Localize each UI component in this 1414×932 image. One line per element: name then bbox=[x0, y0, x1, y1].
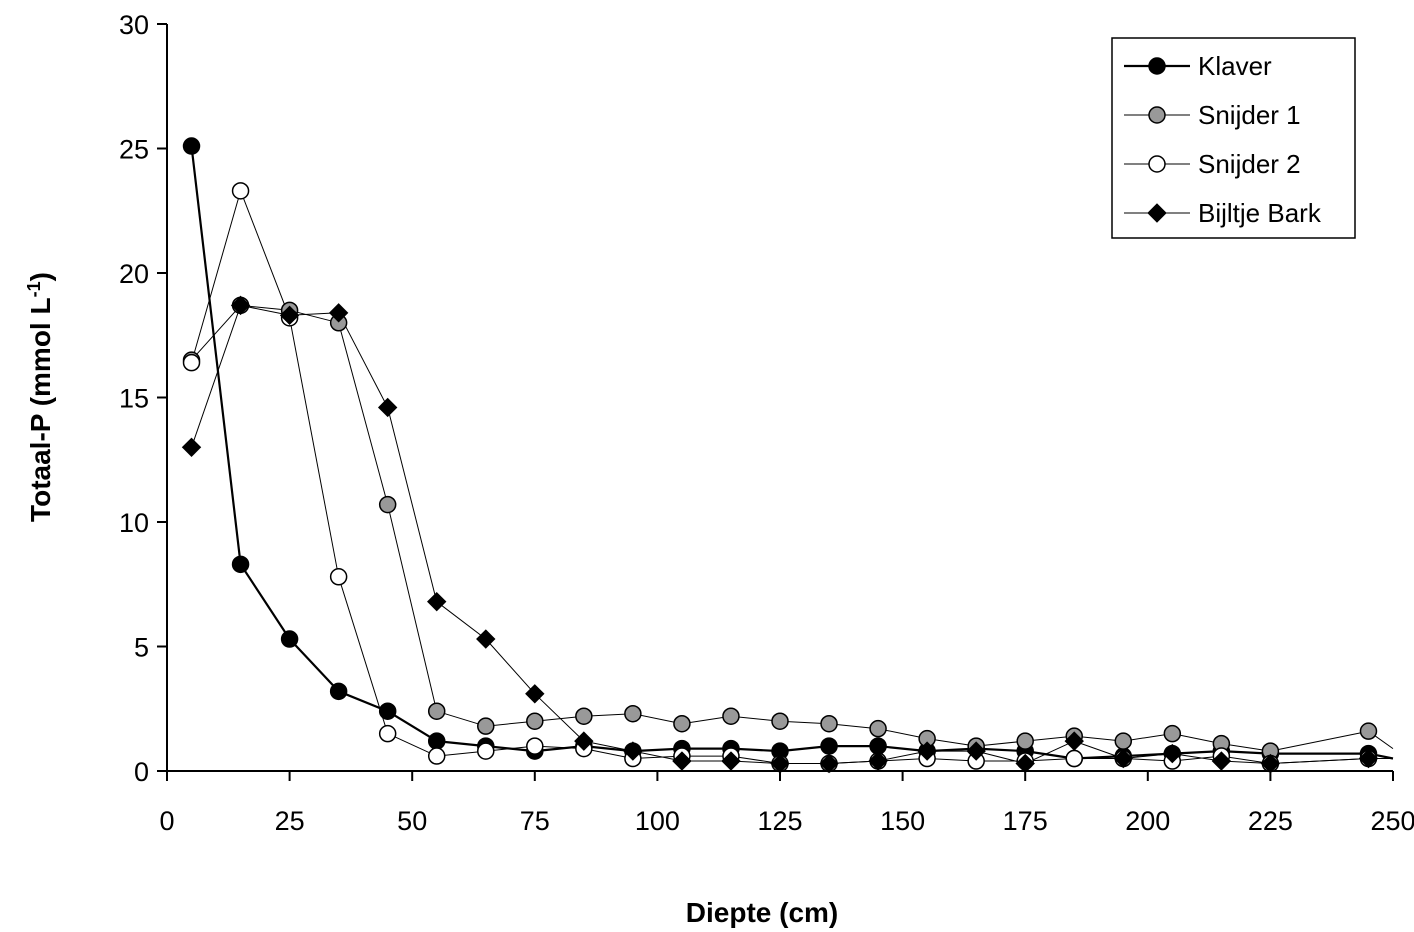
y-axis-title-main: Totaal-P (mmol L bbox=[25, 297, 56, 522]
y-tick-label: 25 bbox=[119, 135, 149, 165]
data-point-klaver bbox=[378, 702, 397, 720]
data-point-klaver bbox=[231, 555, 250, 574]
data-point-snijder-1 bbox=[869, 719, 887, 738]
y-tick-label: 15 bbox=[119, 384, 149, 414]
data-point-klaver bbox=[820, 737, 838, 755]
data-point-bijltje-bark bbox=[623, 741, 643, 761]
y-axis-title-sup: -1 bbox=[24, 281, 44, 297]
data-point-bijltje-bark bbox=[328, 303, 349, 323]
legend-label-bijltje-bark: Bijltje Bark bbox=[1198, 198, 1322, 228]
data-point-bijltje-bark bbox=[672, 751, 692, 771]
series-line-snijder-2 bbox=[191, 190, 1393, 764]
legend-marker-snijder-2 bbox=[1148, 155, 1166, 173]
ticks: 0 5 10 15 20 25 30 0 25 50 75 100 125 150 175 200 225 250 bbox=[119, 10, 1414, 836]
data-point-bijltje-bark bbox=[1162, 743, 1183, 764]
x-tick-label: 150 bbox=[880, 806, 925, 836]
legend-label-snijder-2: Snijder 2 bbox=[1198, 149, 1301, 179]
x-tick-label: 75 bbox=[520, 806, 550, 836]
data-point-bijltje-bark bbox=[721, 751, 741, 771]
data-point-bijltje-bark bbox=[1064, 731, 1084, 751]
x-tick-label: 25 bbox=[275, 806, 305, 836]
x-tick-label: 125 bbox=[757, 806, 802, 836]
data-point-bijltje-bark bbox=[1260, 753, 1281, 774]
data-point-klaver bbox=[182, 137, 201, 155]
x-tick-label: 0 bbox=[159, 806, 174, 836]
legend-marker-klaver bbox=[1148, 57, 1166, 75]
x-tick-label: 100 bbox=[635, 806, 680, 836]
y-tick-label: 10 bbox=[119, 508, 149, 538]
data-point-bijltje-bark bbox=[917, 741, 937, 761]
data-point-bijltje-bark bbox=[770, 753, 790, 774]
data-point-snijder-2 bbox=[329, 568, 348, 586]
data-point-bijltje-bark bbox=[525, 684, 545, 704]
x-tick-label: 250 bbox=[1370, 806, 1414, 836]
data-point-bijltje-bark bbox=[279, 305, 300, 326]
y-tick-label: 30 bbox=[119, 10, 149, 40]
y-axis-title: Totaal-P (mmol L-1) bbox=[24, 272, 56, 522]
data-point-snijder-1 bbox=[575, 707, 593, 725]
series-markers bbox=[181, 137, 1379, 774]
x-tick-label: 225 bbox=[1248, 806, 1293, 836]
x-tick-label: 200 bbox=[1125, 806, 1170, 836]
x-tick-label: 175 bbox=[1003, 806, 1048, 836]
data-point-snijder-2 bbox=[477, 742, 495, 760]
data-point-snijder-1 bbox=[427, 702, 446, 720]
data-point-bijltje-bark bbox=[1015, 753, 1035, 774]
data-point-snijder-1 bbox=[1016, 732, 1034, 750]
legend-marker-snijder-1 bbox=[1148, 106, 1166, 124]
data-point-bijltje-bark bbox=[377, 397, 398, 418]
data-point-snijder-2 bbox=[1065, 749, 1083, 768]
data-point-bijltje-bark bbox=[1211, 751, 1232, 771]
y-axis-title-close: ) bbox=[25, 272, 56, 281]
legend-label-klaver: Klaver bbox=[1198, 51, 1272, 81]
data-point-bijltje-bark bbox=[966, 741, 986, 761]
data-point-snijder-1 bbox=[1114, 732, 1133, 750]
data-point-snijder-1 bbox=[624, 704, 642, 723]
legend: Klaver Snijder 1 Snijder 2 Bijltje Bark bbox=[1111, 37, 1356, 239]
data-point-bijltje-bark bbox=[230, 295, 251, 316]
data-point-bijltje-bark bbox=[819, 753, 839, 774]
data-point-klaver bbox=[427, 732, 446, 750]
data-point-klaver bbox=[329, 682, 348, 701]
x-axis-title: Diepte (cm) bbox=[686, 897, 838, 928]
data-point-snijder-1 bbox=[1163, 724, 1182, 743]
data-point-snijder-1 bbox=[722, 707, 740, 725]
data-point-snijder-2 bbox=[427, 747, 446, 765]
data-point-bijltje-bark bbox=[476, 629, 496, 649]
data-point-bijltje-bark bbox=[868, 751, 888, 771]
y-tick-label: 5 bbox=[134, 633, 149, 663]
y-tick-label: 20 bbox=[119, 259, 149, 289]
data-point-bijltje-bark bbox=[181, 437, 202, 458]
data-point-snijder-1 bbox=[771, 712, 789, 730]
data-point-snijder-1 bbox=[673, 714, 691, 733]
data-point-snijder-1 bbox=[1359, 722, 1378, 740]
x-tick-label: 50 bbox=[397, 806, 427, 836]
legend-label-snijder-1: Snijder 1 bbox=[1198, 100, 1301, 130]
data-point-bijltje-bark bbox=[1113, 748, 1133, 769]
data-point-snijder-1 bbox=[378, 495, 397, 514]
data-point-snijder-2 bbox=[378, 724, 397, 743]
data-point-snijder-1 bbox=[820, 714, 838, 733]
data-point-snijder-1 bbox=[477, 717, 495, 735]
data-point-snijder-2 bbox=[526, 737, 544, 755]
data-point-snijder-1 bbox=[526, 712, 544, 730]
series-line-bijltje-bark bbox=[191, 304, 1393, 764]
data-point-snijder-2 bbox=[231, 182, 250, 200]
data-point-bijltje-bark bbox=[574, 731, 594, 751]
y-tick-label: 0 bbox=[134, 757, 149, 787]
legend-marker-bijltje-bark bbox=[1147, 203, 1167, 223]
data-point-klaver bbox=[280, 630, 299, 648]
data-point-snijder-2 bbox=[182, 353, 201, 372]
data-point-bijltje-bark bbox=[1358, 748, 1379, 769]
data-point-bijltje-bark bbox=[427, 591, 447, 612]
